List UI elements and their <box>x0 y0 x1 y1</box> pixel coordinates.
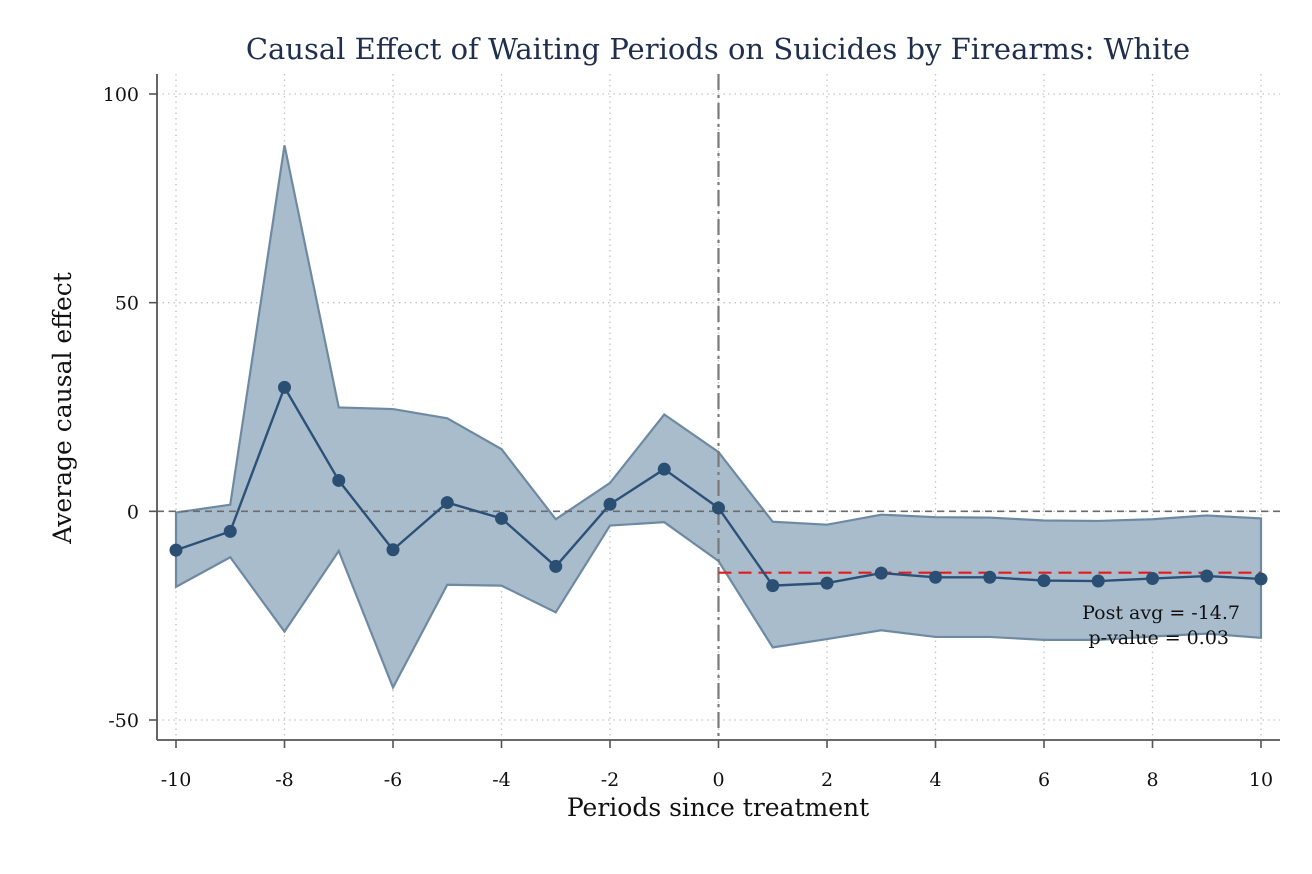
series <box>169 380 1268 593</box>
chart-title: Causal Effect of Waiting Periods on Suic… <box>246 32 1190 66</box>
data-point <box>386 543 400 557</box>
x-tick-label: -6 <box>384 769 403 791</box>
x-tick-label: -10 <box>161 769 192 791</box>
data-point <box>1254 572 1268 586</box>
axes: -10 -8 -6 -4 -2 0 2 4 6 8 10 -50 0 50 100 <box>103 74 1280 791</box>
data-point <box>929 570 942 584</box>
post-avg-annotation: Post avg = -14.7 <box>1082 602 1240 624</box>
data-point <box>1146 572 1159 586</box>
x-axis-label: Periods since treatment <box>567 793 869 822</box>
x-tick-label: 8 <box>1146 769 1158 791</box>
data-point <box>712 501 725 515</box>
data-point <box>766 579 780 593</box>
data-point <box>223 524 237 538</box>
data-point <box>1037 574 1051 588</box>
data-point <box>495 511 508 525</box>
x-tick-label: 6 <box>1038 769 1050 791</box>
y-tick-label: 0 <box>127 501 139 523</box>
x-tick-label: -8 <box>275 769 294 791</box>
data-point <box>874 566 888 580</box>
data-point <box>603 497 617 511</box>
x-tick-label: -4 <box>492 769 511 791</box>
data-point <box>1091 574 1105 588</box>
y-axis-label: Average causal effect <box>48 272 77 545</box>
y-tick-label: 50 <box>115 293 139 315</box>
data-point <box>278 380 291 394</box>
data-point <box>983 570 997 584</box>
data-point <box>169 543 183 557</box>
confidence-band <box>174 145 1263 691</box>
y-tick-label: 100 <box>103 84 139 106</box>
data-point <box>657 462 671 476</box>
confidence-band-area <box>174 145 1263 691</box>
x-tick-label: -2 <box>601 769 620 791</box>
data-point <box>332 473 346 487</box>
x-tick-label: 0 <box>712 769 724 791</box>
x-tick-label: 4 <box>929 769 941 791</box>
data-point <box>549 559 563 573</box>
data-point <box>1200 569 1214 583</box>
x-tick-label: 10 <box>1249 769 1273 791</box>
p-value-annotation: p-value = 0.03 <box>1088 627 1229 649</box>
data-point <box>440 496 454 510</box>
y-tick-label: -50 <box>108 710 139 732</box>
data-point <box>820 576 834 590</box>
x-tick-label: 2 <box>821 769 833 791</box>
